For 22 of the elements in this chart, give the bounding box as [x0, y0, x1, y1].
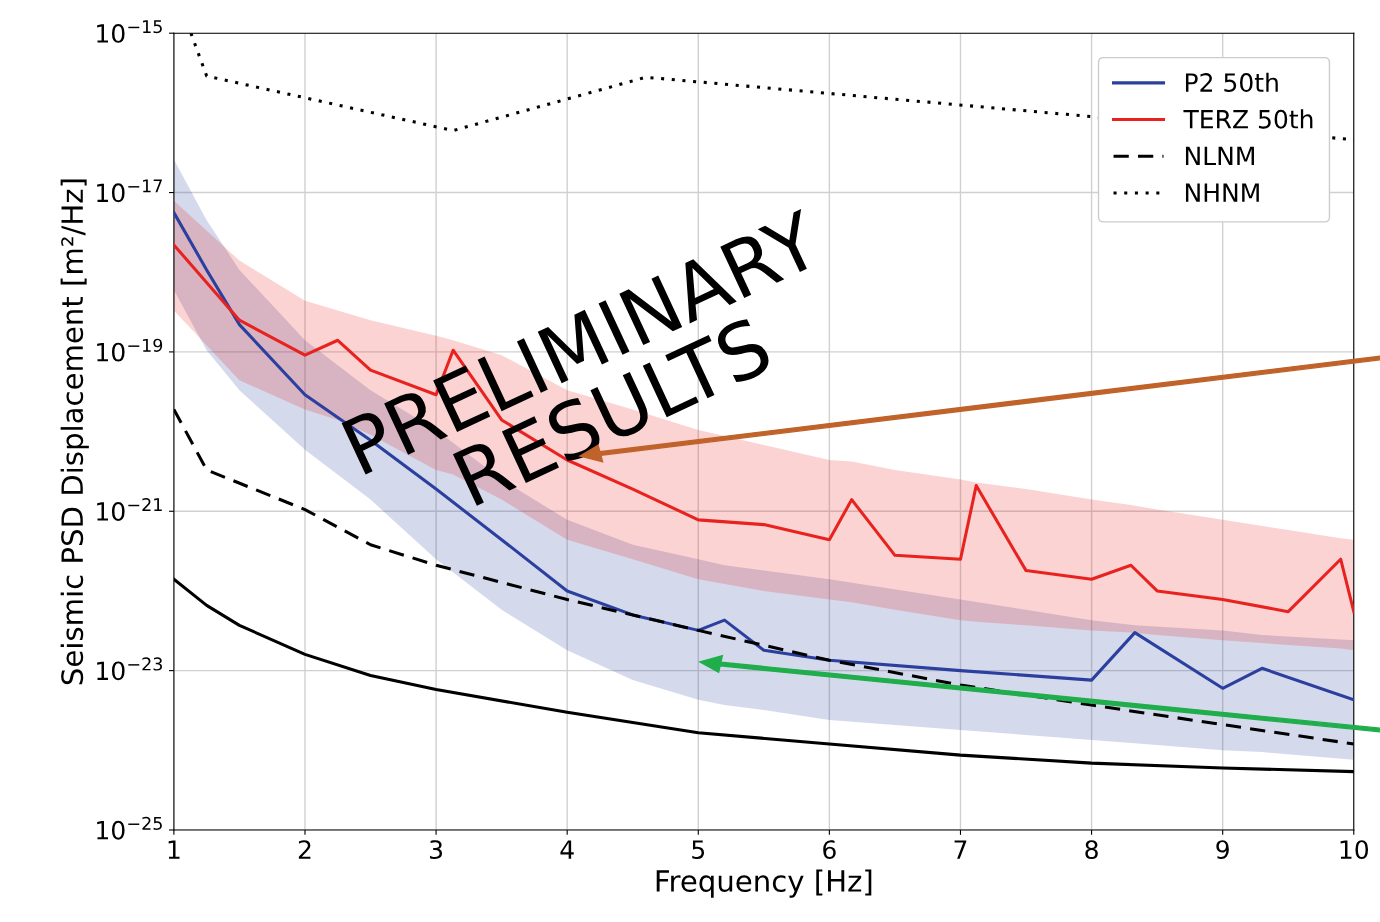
y-tick-label: 10$^{−21}$ — [97, 498, 162, 521]
y-tick-label: 10$^{−15}$ — [97, 20, 162, 43]
y-axis-title: Seismic PSD Displacement [m²/Hz] — [60, 179, 89, 685]
x-axis-title: Frequency [Hz] — [656, 869, 872, 898]
y-tick-label: 10$^{−23}$ — [97, 657, 162, 681]
legend-label: NHNM — [1185, 183, 1259, 202]
x-tick-label: 9 — [1216, 840, 1229, 860]
y-tick-label: 10$^{−25}$ — [97, 816, 162, 840]
x-tick-label: 6 — [823, 840, 836, 860]
x-tick-label: 5 — [692, 840, 705, 860]
x-tick-label: 10 — [1340, 840, 1369, 860]
y-tick-label: 10$^{−19}$ — [97, 338, 163, 362]
x-tick-label: 1 — [168, 840, 180, 859]
x-tick-label: 8 — [1085, 840, 1098, 860]
legend-label: NLNM — [1185, 146, 1254, 166]
x-tick-label: 4 — [560, 840, 574, 859]
y-tick-label: 10$^{−17}$ — [97, 179, 162, 203]
x-tick-label: 2 — [298, 840, 311, 859]
x-tick-label: 3 — [430, 840, 443, 860]
legend-label: TERZ 50th — [1183, 109, 1313, 129]
x-tick-label: 7 — [954, 840, 967, 859]
legend-label: P2 50th — [1185, 72, 1278, 92]
